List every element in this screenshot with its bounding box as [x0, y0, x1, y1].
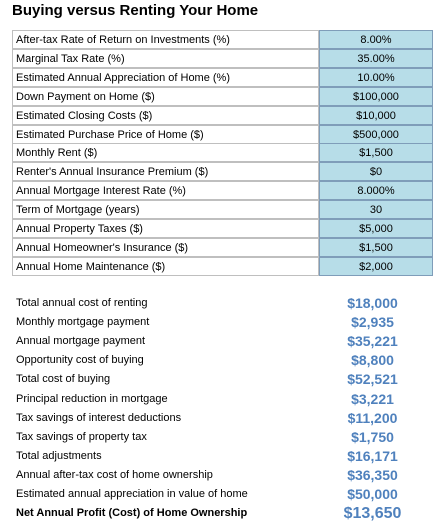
input-value: 30	[319, 200, 433, 220]
input-label: Annual Mortgage Interest Rate (%)	[12, 181, 319, 201]
result-label: Annual after-tax cost of home ownership	[16, 468, 213, 481]
input-value: $10,000	[319, 105, 433, 125]
input-label: After-tax Rate of Return on Investments …	[12, 30, 319, 49]
result-value: $35,221	[347, 333, 398, 350]
result-label: Annual mortgage payment	[16, 335, 146, 348]
input-label: Renter's Annual Insurance Premium ($)	[12, 162, 319, 182]
result-label: Principal reduction in mortgage	[16, 392, 168, 405]
input-label: Monthly Rent ($)	[12, 143, 319, 163]
input-label: Marginal Tax Rate (%)	[12, 48, 319, 68]
input-value: 35.00%	[319, 48, 433, 68]
input-value: $5,000	[319, 219, 433, 238]
title: Buying versus Renting Your Home	[12, 2, 259, 19]
result-label: Total cost of buying	[16, 373, 111, 386]
result-value: $2,935	[351, 314, 394, 331]
input-label: Estimated Purchase Price of Home ($)	[12, 124, 319, 144]
input-label: Annual Home Maintenance ($)	[12, 256, 319, 276]
result-value: $18,000	[347, 295, 398, 311]
result-label: Opportunity cost of buying	[16, 354, 144, 367]
result-value: $8,800	[351, 352, 394, 369]
result-value: $50,000	[347, 486, 398, 502]
result-value: $1,750	[351, 428, 394, 445]
input-value: $500,000	[319, 124, 433, 144]
input-value: $2,000	[319, 256, 433, 276]
input-value: 8.000%	[319, 181, 433, 201]
result-label: Monthly mortgage payment	[16, 316, 150, 329]
result-value: $52,521	[347, 371, 398, 388]
result-label: Net Annual Profit (Cost) of Home Ownersh…	[16, 507, 248, 520]
input-value: $100,000	[319, 86, 433, 106]
input-value: 10.00%	[319, 67, 433, 87]
result-value: $16,171	[347, 447, 398, 464]
input-value: 8.00%	[319, 30, 433, 49]
input-value: $1,500	[319, 237, 433, 257]
result-value: $3,221	[351, 390, 394, 407]
result-label: Total adjustments	[16, 449, 102, 462]
input-label: Down Payment on Home ($)	[12, 86, 319, 106]
input-label: Estimated Annual Appreciation of Home (%…	[12, 67, 319, 87]
result-label: Tax savings of interest deductions	[16, 411, 182, 424]
input-value: $1,500	[319, 143, 433, 163]
input-label: Annual Property Taxes ($)	[12, 219, 319, 238]
input-label: Term of Mortgage (years)	[12, 200, 319, 220]
result-label: Tax savings of property tax	[16, 430, 147, 443]
result-value: $36,350	[347, 466, 398, 483]
result-label: Total annual cost of renting	[16, 297, 148, 309]
input-value: $0	[319, 162, 433, 182]
result-value: $13,650	[343, 505, 402, 523]
result-label: Estimated annual appreciation in value o…	[16, 488, 248, 500]
input-label: Estimated Closing Costs ($)	[12, 105, 319, 125]
result-value: $11,200	[347, 409, 398, 426]
input-label: Annual Homeowner's Insurance ($)	[12, 237, 319, 257]
